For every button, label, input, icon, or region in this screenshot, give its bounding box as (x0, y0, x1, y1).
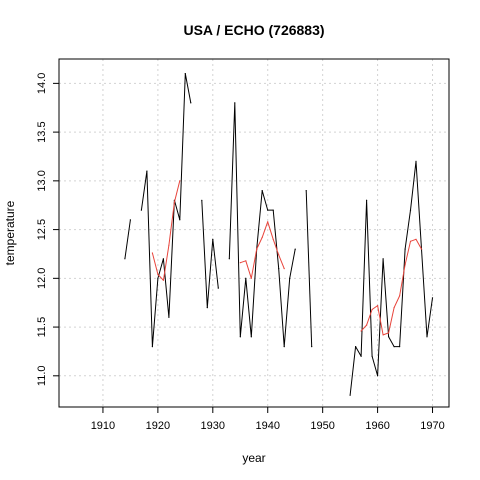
x-axis: 1910 1920 1930 1940 1950 1960 1970 (91, 407, 445, 432)
grid-lines (59, 59, 449, 407)
series-line-segment (349, 160, 433, 396)
x-tick-label: 1910 (91, 420, 115, 432)
x-tick-label: 1950 (310, 420, 334, 432)
chart-title: USA / ECHO (726883) (183, 22, 324, 38)
series-layer (124, 73, 434, 396)
x-tick-label: 1970 (420, 420, 444, 432)
series-line-segment (124, 219, 131, 259)
x-tick-label: 1960 (365, 420, 389, 432)
series-line-segment (201, 200, 219, 309)
x-tick-label: 1920 (146, 420, 170, 432)
y-tick-label: 13.5 (36, 121, 48, 142)
series-line-segment (151, 180, 181, 281)
series-line-segment (360, 238, 422, 336)
y-tick-label: 11.5 (36, 317, 48, 338)
y-tick-label: 13.0 (36, 170, 48, 191)
series-1 (124, 73, 434, 396)
series-2 (151, 180, 423, 336)
series-line-segment (240, 221, 285, 279)
plot-frame (58, 58, 450, 408)
y-tick-label: 12.5 (36, 219, 48, 240)
series-line-segment (140, 73, 192, 348)
y-tick-label: 12.0 (36, 268, 48, 289)
x-axis-label: year (242, 451, 265, 465)
series-line-segment (305, 190, 313, 347)
y-axis: 11.0 11.5 12.0 12.5 13.0 13.5 14.0 (36, 73, 59, 386)
series-line-segment (228, 102, 296, 348)
x-tick-label: 1930 (201, 420, 225, 432)
y-tick-label: 11.0 (36, 366, 48, 387)
y-tick-label: 14.0 (36, 73, 48, 94)
x-tick-label: 1940 (255, 420, 279, 432)
y-axis-label: temperature (3, 200, 17, 265)
